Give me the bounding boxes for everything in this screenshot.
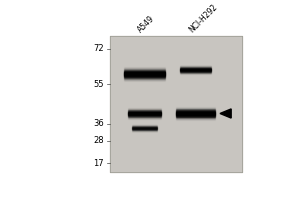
Text: 28: 28 <box>93 136 104 145</box>
Text: 17: 17 <box>93 159 104 168</box>
Text: 36: 36 <box>93 119 104 128</box>
Polygon shape <box>220 109 231 118</box>
Text: 55: 55 <box>93 80 104 89</box>
Text: NCI-H292: NCI-H292 <box>187 3 219 35</box>
Text: 72: 72 <box>93 44 104 53</box>
Text: A549: A549 <box>136 14 156 35</box>
